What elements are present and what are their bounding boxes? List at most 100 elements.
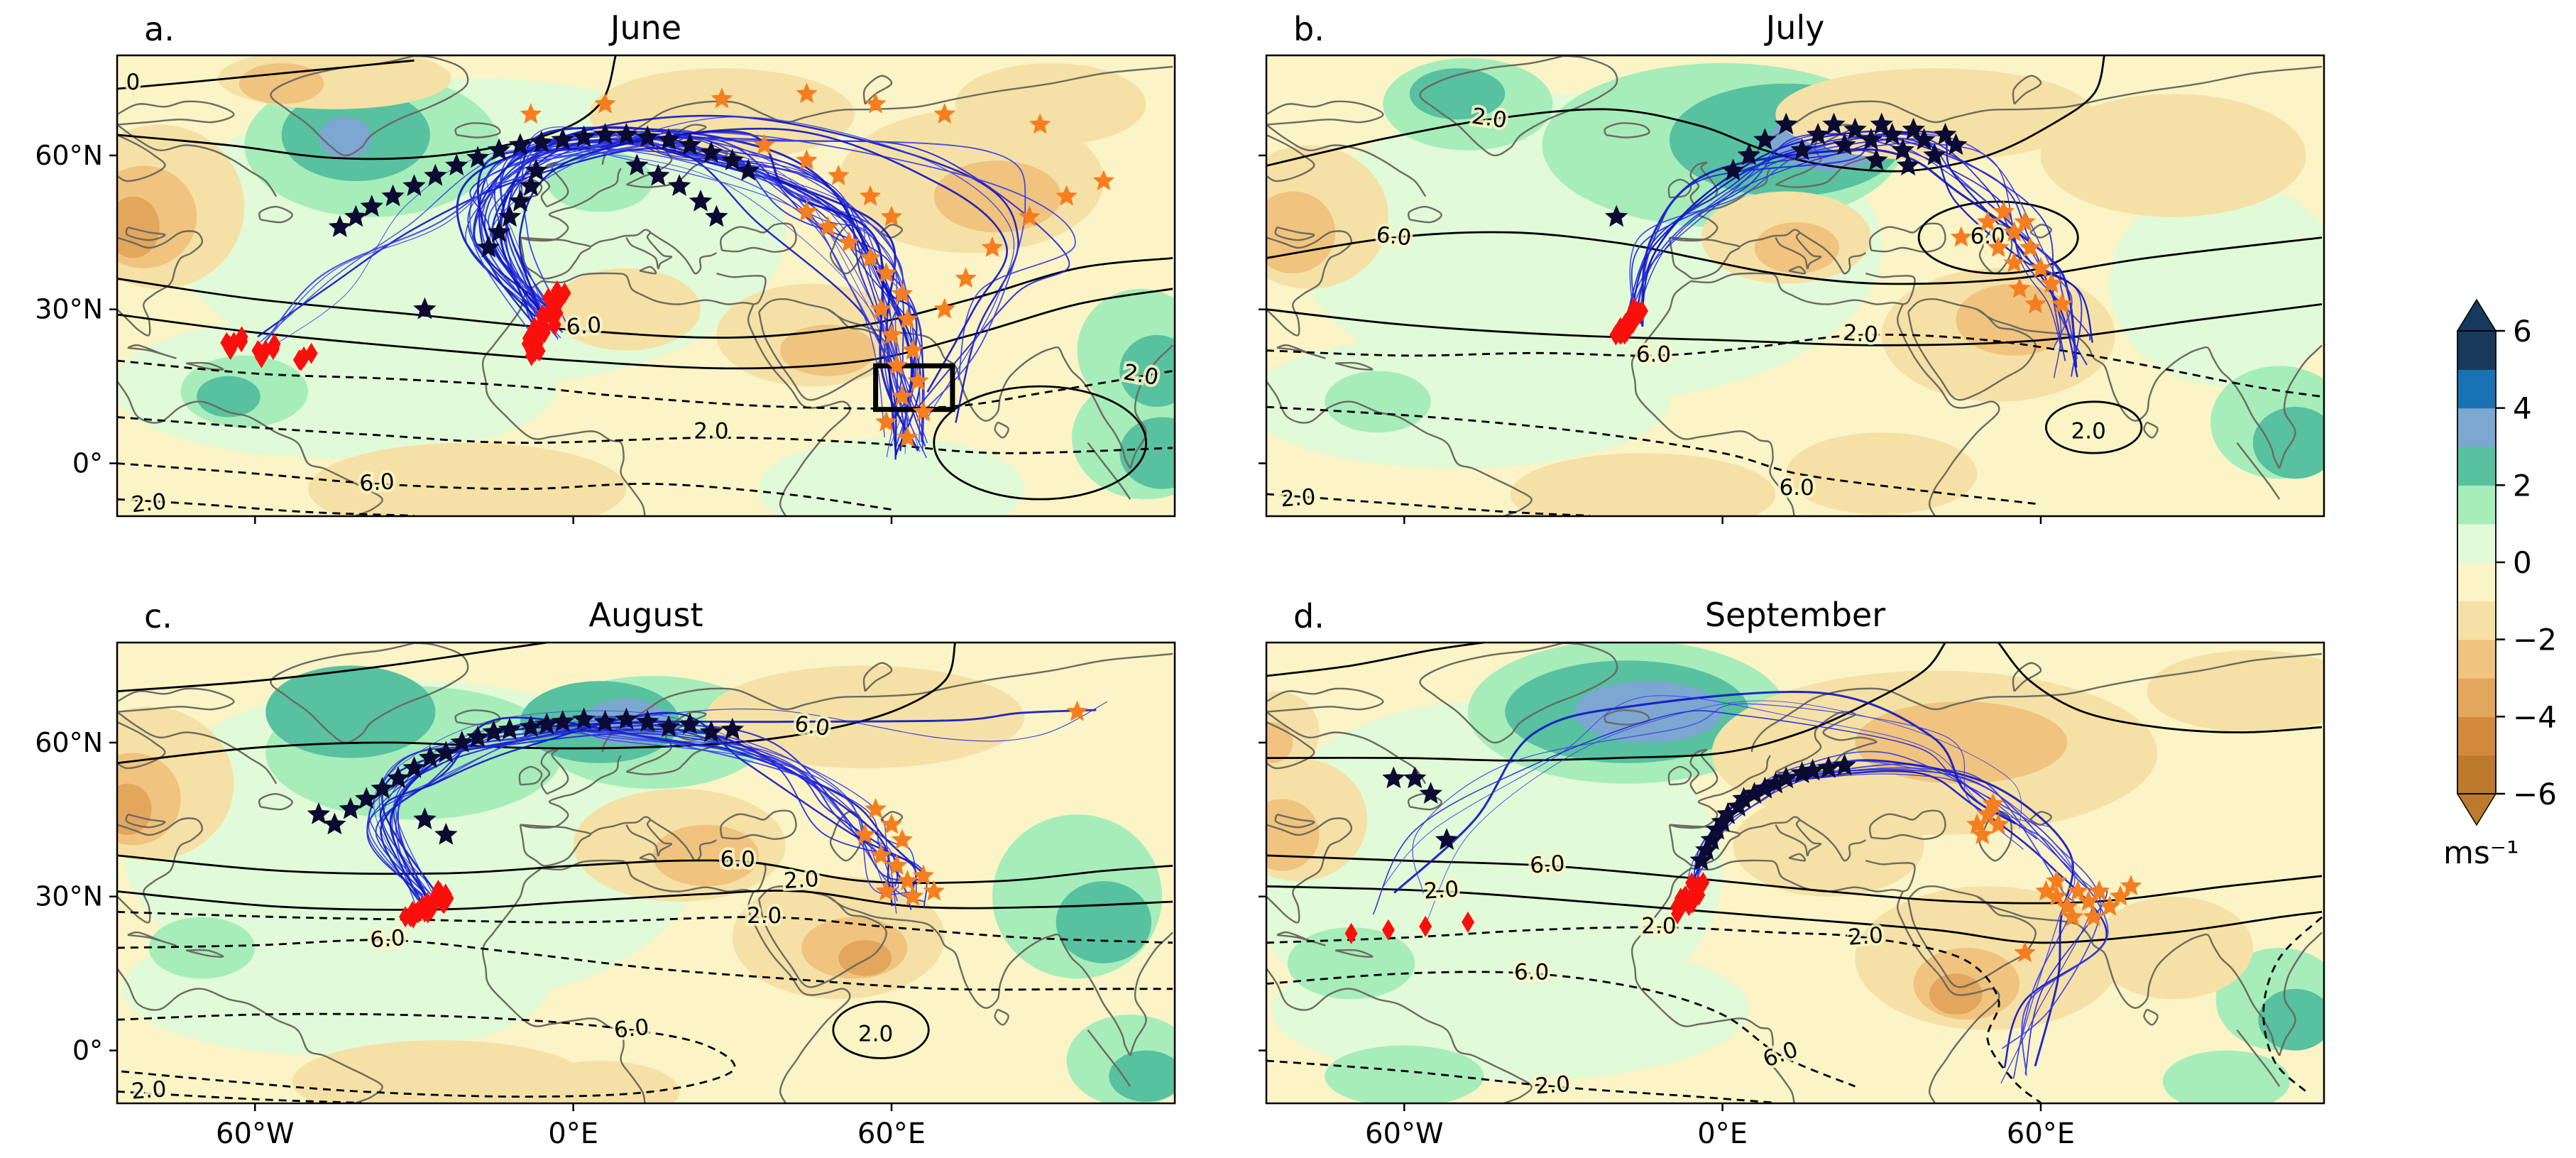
svg-text:60°N: 60°N xyxy=(35,727,103,758)
shading-blob xyxy=(933,160,1062,233)
colorbar-tick-label: 0 xyxy=(2513,545,2532,580)
shading-blob xyxy=(1119,417,1175,489)
shading-blob xyxy=(552,268,701,351)
svg-text:2.0: 2.0 xyxy=(2071,419,2106,444)
colorbar-tick-label: 6 xyxy=(2513,314,2532,349)
svg-text:0°E: 0°E xyxy=(1697,1118,1748,1150)
svg-text:2.0: 2.0 xyxy=(1641,914,1676,939)
colorbar-unit-label: ms⁻¹ xyxy=(2443,834,2519,871)
shading-blob xyxy=(520,1061,680,1103)
svg-text:2.0: 2.0 xyxy=(131,1076,168,1104)
shading-blob xyxy=(759,437,1024,516)
shading-blob xyxy=(2147,650,2324,733)
svg-text:6.0: 6.0 xyxy=(1529,851,1566,878)
contour-lines xyxy=(1266,643,2323,1103)
panel-border xyxy=(1265,641,2325,1105)
svg-text:0°E: 0°E xyxy=(548,1118,598,1150)
panel-border xyxy=(1265,54,2325,518)
shading-blob xyxy=(1325,1045,1484,1103)
panel-b-letter: b. xyxy=(1293,10,1325,48)
trajectories xyxy=(1372,690,2109,1084)
shading-blob xyxy=(2040,94,2306,217)
svg-text:2.0: 2.0 xyxy=(1280,484,1317,512)
colorbar-tick-label: 2 xyxy=(2513,468,2532,503)
shading-blob xyxy=(292,1040,589,1103)
panel-d-title: September xyxy=(1704,596,1886,634)
colorbar-bottom-arrow xyxy=(2456,793,2497,826)
navy-stars xyxy=(328,123,760,319)
shading-blob xyxy=(2252,407,2324,479)
panel-b-title: July xyxy=(1765,9,1825,47)
coastlines xyxy=(1266,55,2323,516)
shading-blob xyxy=(780,324,876,376)
axis-ticks xyxy=(1259,154,2042,524)
svg-text:2.0: 2.0 xyxy=(783,866,820,894)
shading-blob xyxy=(117,315,558,459)
contour-labels: 6.02.02.0 2.06.06.02.0 xyxy=(1420,848,1887,1102)
panel-map-june: 06.02.06.02.02.0 xyxy=(117,55,1175,518)
contour-lines xyxy=(117,643,1173,1103)
panel-c-letter: c. xyxy=(144,597,172,635)
svg-text:6.0: 6.0 xyxy=(1636,342,1671,367)
shading-blob xyxy=(1119,334,1175,408)
svg-text:6.0: 6.0 xyxy=(1780,475,1814,501)
shading-blob xyxy=(547,150,653,212)
panel-border xyxy=(116,641,1176,1105)
axis-ticks: 60°N 30°N 0° 60°W 0°E 60°E xyxy=(35,727,926,1150)
shading-blob xyxy=(1266,334,1670,469)
shading-blob xyxy=(2093,896,2253,1000)
orange-stars xyxy=(520,82,1115,447)
shading-blob xyxy=(1786,432,1978,515)
shading-blob xyxy=(318,116,372,158)
shading-blob xyxy=(1109,1050,1175,1102)
shading-blob xyxy=(117,783,152,836)
svg-text:6.0: 6.0 xyxy=(566,312,603,340)
svg-text:2.0: 2.0 xyxy=(1423,876,1460,904)
shading-blob xyxy=(2110,181,2324,387)
svg-text:2.0: 2.0 xyxy=(694,419,728,444)
svg-text:0°: 0° xyxy=(72,1035,103,1066)
panel-c-title: August xyxy=(588,596,703,634)
shading-blob xyxy=(2258,988,2324,1051)
red-origin-markers xyxy=(1609,297,1648,346)
svg-text:2.0: 2.0 xyxy=(130,488,168,518)
svg-text:6.0: 6.0 xyxy=(358,469,395,496)
shading-blob xyxy=(706,665,1024,769)
shading-blob xyxy=(148,917,256,979)
panel-map-august: 6.06.02.02.06.02.06.0 2.0 xyxy=(117,643,1175,1104)
svg-text:60°E: 60°E xyxy=(2007,1118,2075,1150)
svg-text:2.0: 2.0 xyxy=(1847,922,1884,950)
colorbar-tick-label: −2 xyxy=(2513,623,2557,657)
colorbar-tick-label: −4 xyxy=(2513,699,2557,734)
shading-blob xyxy=(1287,927,1415,1000)
axis-ticks: 60°N 30°N 0° xyxy=(35,140,893,524)
navy-stars xyxy=(307,707,744,845)
contour-labels: 6.06.02.02.06.02.06.0 2.0 xyxy=(128,709,896,1104)
svg-text:30°N: 30°N xyxy=(35,294,103,325)
shading-blob xyxy=(265,665,436,758)
orange-stars xyxy=(854,700,1088,906)
svg-text:2.0: 2.0 xyxy=(1470,104,1508,134)
contour-lines xyxy=(1266,55,2323,516)
navy-stars xyxy=(1605,112,1968,227)
svg-text:2.0: 2.0 xyxy=(858,1021,893,1047)
svg-text:6.0: 6.0 xyxy=(369,925,406,953)
shading-blob xyxy=(1510,453,1776,516)
svg-text:2.0: 2.0 xyxy=(1842,320,1879,348)
colorbar-tick-label: 4 xyxy=(2513,391,2532,426)
red-origin-markers xyxy=(1344,872,1710,944)
svg-text:0°: 0° xyxy=(72,448,103,479)
shading-blob xyxy=(1325,371,1431,433)
red-origin-markers xyxy=(220,280,571,371)
coastlines xyxy=(1266,643,2323,1103)
shading-blob xyxy=(197,376,261,417)
svg-text:6.0: 6.0 xyxy=(793,711,831,742)
panel-a-letter: a. xyxy=(144,10,175,48)
panel-map-july: 2.06.0 6.02.06.02.06.02.0 xyxy=(1266,55,2324,516)
svg-text:2.0: 2.0 xyxy=(747,903,782,929)
orange-stars xyxy=(1966,792,2142,963)
shading-blob xyxy=(308,442,627,516)
shading-blob xyxy=(955,62,1146,146)
